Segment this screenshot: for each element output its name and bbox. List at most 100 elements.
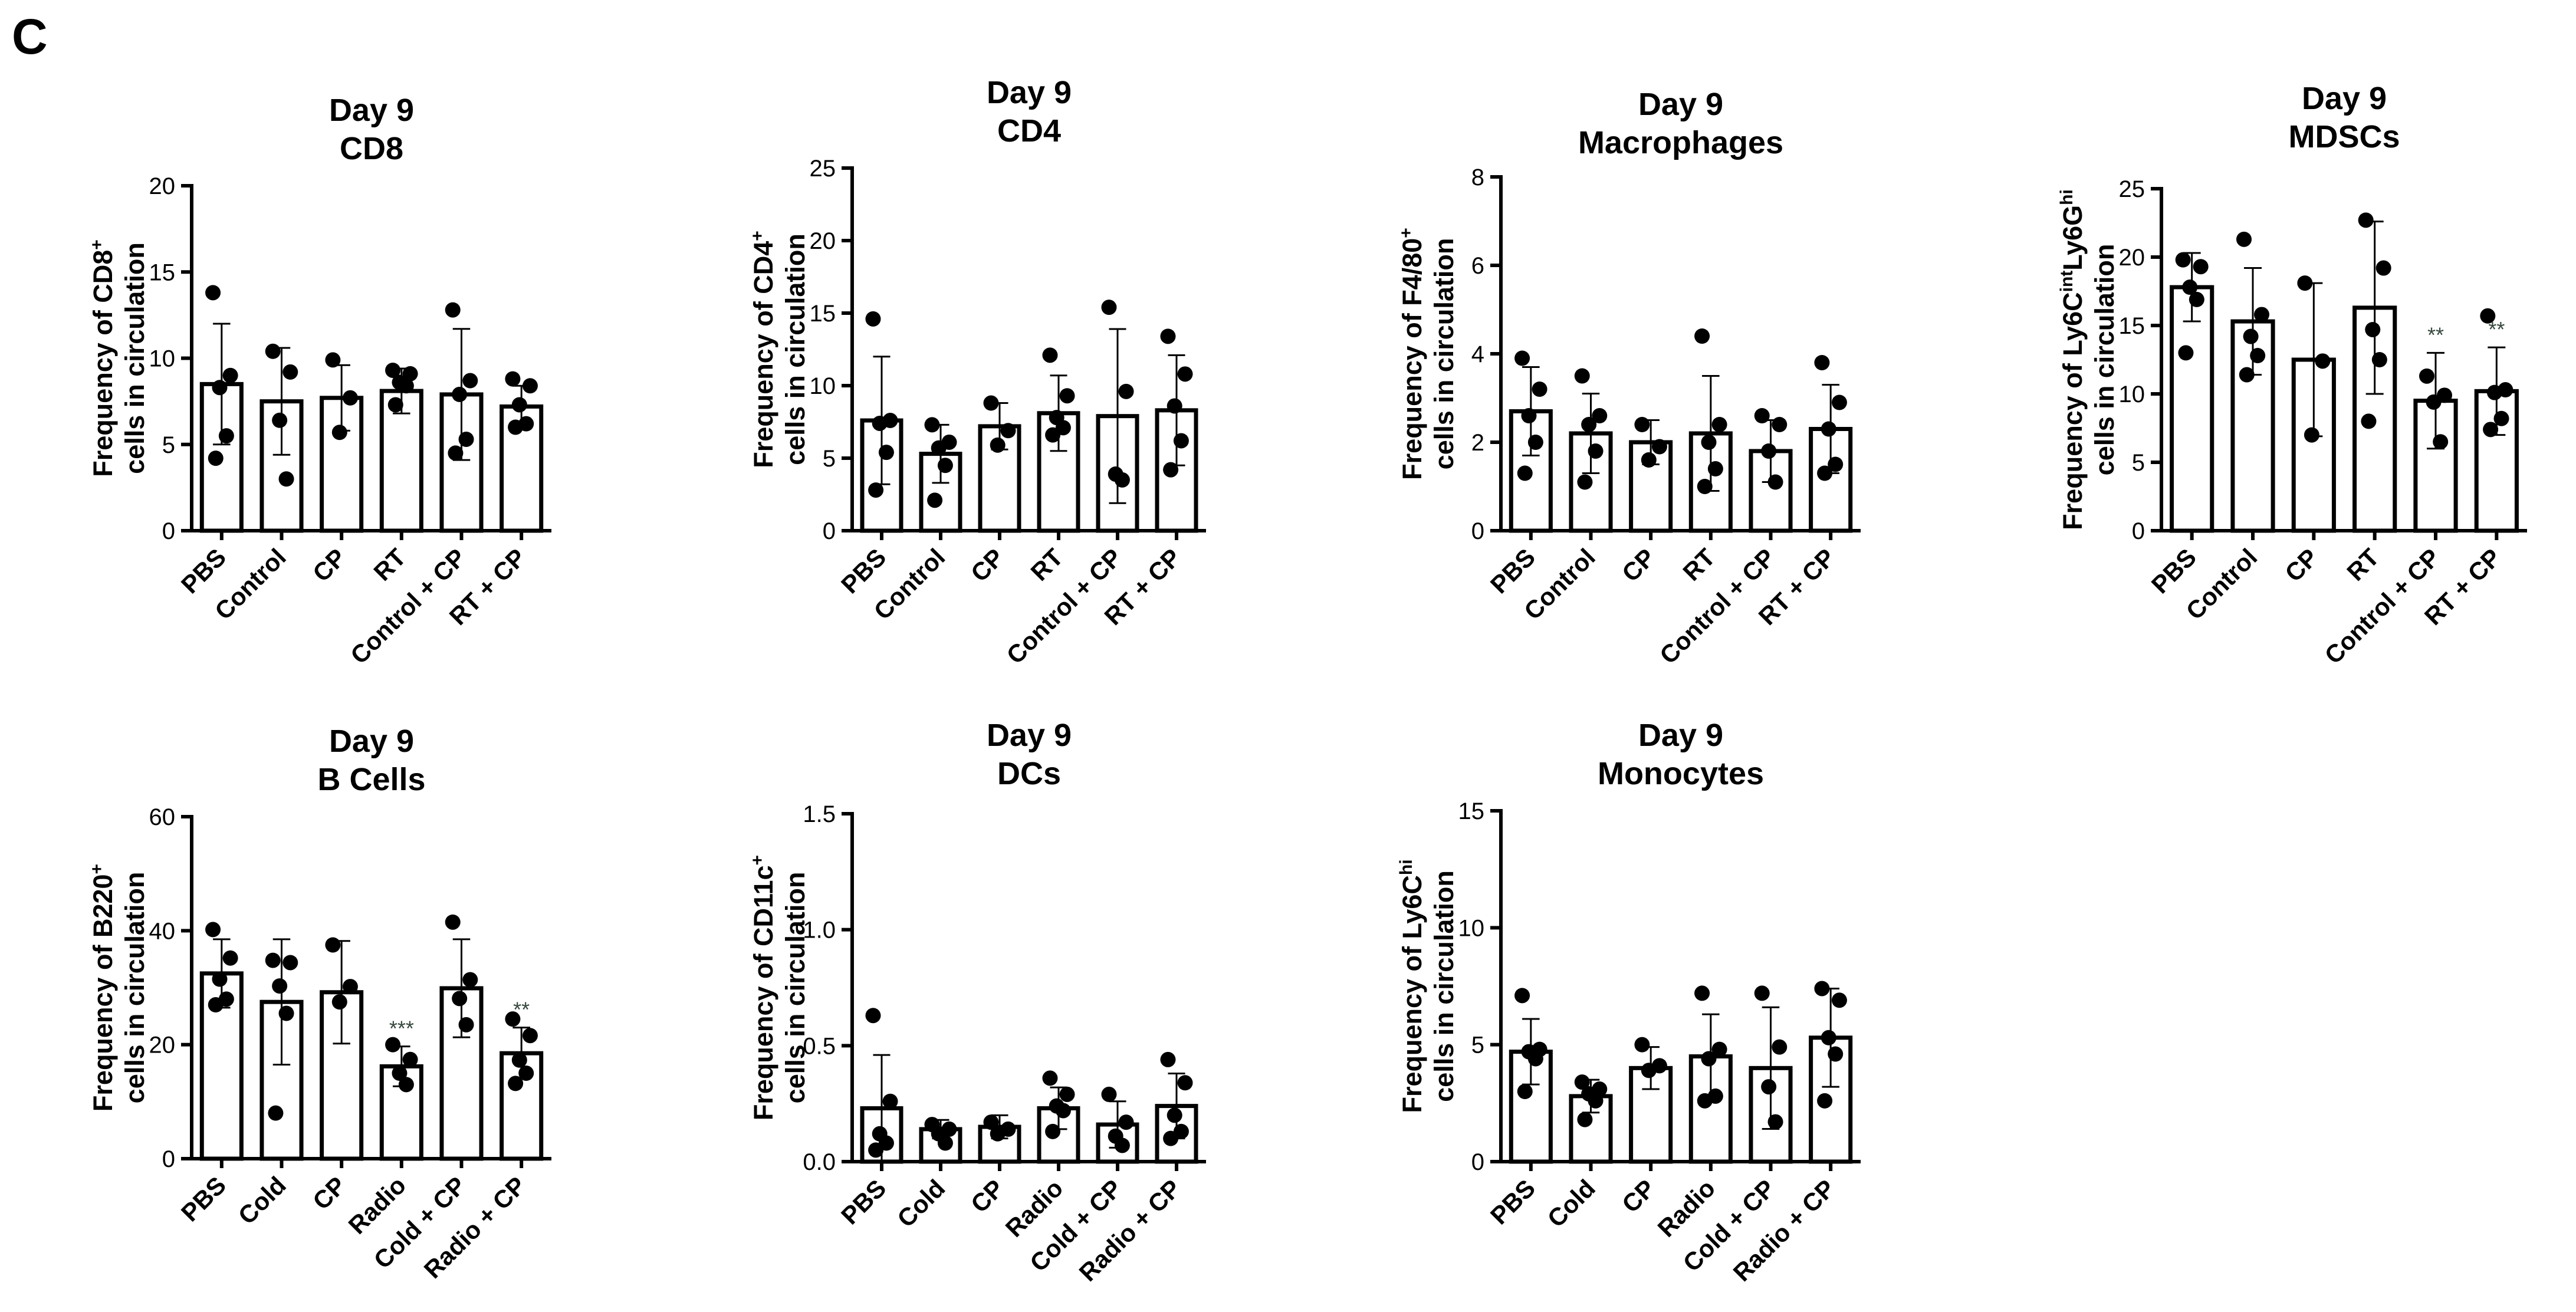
y-tick-label: 0.5 bbox=[803, 1033, 836, 1059]
data-point bbox=[990, 1126, 1006, 1142]
data-point bbox=[983, 1114, 999, 1130]
data-point bbox=[2483, 422, 2499, 438]
data-point bbox=[272, 412, 288, 428]
y-axis-label-sup: + bbox=[1397, 228, 1416, 238]
x-tick-label: PBS bbox=[176, 1171, 231, 1226]
data-point bbox=[1772, 417, 1788, 432]
data-point bbox=[445, 302, 461, 318]
data-point bbox=[1055, 1103, 1071, 1119]
y-tick-label: 10 bbox=[149, 346, 176, 372]
data-point bbox=[1514, 350, 1530, 366]
x-tick-label: PBS bbox=[836, 1174, 891, 1229]
y-axis-label: Frequency of CD11c+ cells in circulation bbox=[748, 855, 810, 1120]
data-point bbox=[1641, 452, 1657, 468]
data-point bbox=[1118, 383, 1134, 399]
y-tick-label: 0 bbox=[823, 518, 836, 544]
y-axis-label-line-2: cells in circulation bbox=[780, 872, 810, 1104]
y-tick-label: 0 bbox=[1471, 1149, 1484, 1175]
data-point bbox=[1701, 435, 1717, 450]
data-point bbox=[1173, 433, 1189, 449]
chart-subtitle: B Cells bbox=[317, 762, 425, 797]
y-axis-label: Frequency of B220+ cells in circulation bbox=[87, 864, 150, 1112]
data-point bbox=[983, 395, 999, 411]
data-point bbox=[325, 352, 341, 368]
data-point bbox=[1101, 1086, 1117, 1102]
x-tick-label: RT bbox=[1026, 543, 1069, 586]
x-tick-label: CP bbox=[965, 1174, 1010, 1218]
data-point bbox=[872, 415, 888, 431]
x-tick-label: PBS bbox=[176, 543, 231, 599]
data-point bbox=[462, 373, 478, 389]
data-point bbox=[2361, 413, 2377, 429]
data-point bbox=[1767, 474, 1783, 490]
data-point bbox=[1588, 443, 1604, 459]
y-axis-label-sup: + bbox=[748, 855, 767, 866]
chart-subtitle: Macrophages bbox=[1578, 125, 1783, 160]
y-tick-label: 40 bbox=[149, 918, 176, 944]
data-point bbox=[1701, 1051, 1717, 1067]
data-point bbox=[1177, 366, 1193, 382]
data-point bbox=[1167, 398, 1182, 414]
data-point bbox=[505, 371, 521, 387]
data-point bbox=[1831, 394, 1847, 410]
data-point bbox=[1694, 328, 1710, 344]
data-point bbox=[937, 458, 953, 473]
y-tick-label: 15 bbox=[149, 259, 176, 285]
data-point bbox=[1059, 1086, 1075, 1102]
data-point bbox=[1817, 465, 1833, 481]
data-point bbox=[1045, 1123, 1061, 1139]
data-point bbox=[1772, 1039, 1788, 1055]
data-point bbox=[1177, 1075, 1193, 1091]
y-tick-label: 20 bbox=[149, 1032, 176, 1058]
data-point bbox=[272, 978, 288, 994]
y-axis-label-line-1: Frequency of F4/80 bbox=[1397, 238, 1427, 480]
data-point bbox=[1697, 479, 1713, 494]
data-point bbox=[392, 1066, 408, 1081]
data-point bbox=[1114, 472, 1130, 488]
significance-marker: *** bbox=[389, 1017, 414, 1041]
data-point bbox=[2375, 260, 2391, 276]
data-point bbox=[1761, 1079, 1777, 1095]
data-point bbox=[445, 914, 461, 930]
data-point bbox=[325, 937, 341, 953]
data-point bbox=[1042, 347, 1058, 363]
data-point bbox=[511, 397, 527, 413]
data-point bbox=[1042, 1070, 1058, 1086]
y-tick-label: 20 bbox=[149, 173, 176, 199]
chart-title: Day 9 bbox=[329, 93, 414, 128]
y-axis-label-line-1: Frequency of B220 bbox=[88, 874, 118, 1112]
y-axis-label-sup: + bbox=[748, 231, 767, 241]
y-axis-label-sup: + bbox=[87, 239, 107, 250]
chart-title: Day 9 bbox=[1638, 87, 1723, 122]
data-point bbox=[1517, 1084, 1533, 1099]
data-point bbox=[1754, 985, 1770, 1001]
data-point bbox=[882, 1093, 898, 1109]
chart-title: Day 9 bbox=[1638, 718, 1723, 753]
data-point bbox=[205, 285, 221, 301]
data-point bbox=[1651, 439, 1667, 455]
data-point bbox=[1521, 408, 1537, 423]
data-point bbox=[2250, 348, 2266, 364]
chart-5: Day 9B Cells Frequency of B220+ cells in c… bbox=[87, 724, 551, 1284]
data-point bbox=[937, 1135, 953, 1151]
x-tick-label: RT bbox=[368, 543, 411, 586]
data-point bbox=[868, 482, 884, 498]
y-tick-label: 5 bbox=[162, 432, 175, 458]
data-point bbox=[1828, 1046, 1844, 1062]
data-point bbox=[1581, 417, 1597, 432]
y-tick-label: 1.0 bbox=[803, 918, 836, 943]
data-point bbox=[331, 425, 347, 440]
y-tick-label: 5 bbox=[1471, 1032, 1484, 1058]
y-axis-label: Frequency of CD4+ cells in circulation bbox=[748, 231, 810, 468]
data-point bbox=[522, 1028, 538, 1044]
data-point bbox=[2304, 427, 2319, 443]
data-point bbox=[1163, 462, 1179, 478]
y-axis-label-part-2: Ly6G bbox=[2058, 205, 2088, 271]
chart-subtitle: DCs bbox=[997, 756, 1061, 791]
data-point bbox=[2193, 259, 2209, 275]
data-point bbox=[1707, 461, 1723, 476]
